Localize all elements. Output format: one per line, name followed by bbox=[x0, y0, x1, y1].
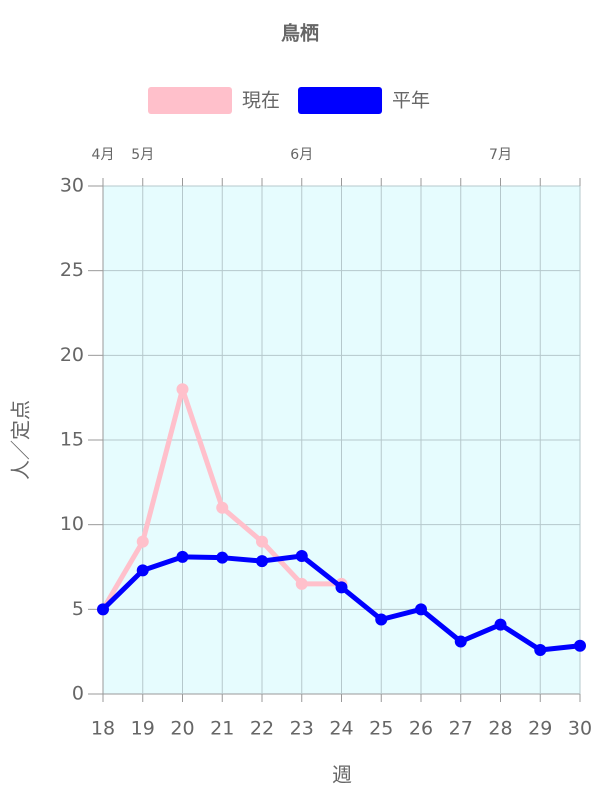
month-label: 5月 bbox=[131, 147, 154, 163]
y-tick-label: 0 bbox=[72, 683, 84, 705]
x-tick-label: 25 bbox=[369, 718, 393, 740]
data-point bbox=[136, 564, 149, 577]
data-point bbox=[216, 501, 229, 514]
data-point bbox=[97, 603, 109, 616]
x-tick-label: 30 bbox=[568, 718, 592, 740]
month-label: 4月 bbox=[92, 147, 115, 163]
data-point bbox=[295, 577, 308, 590]
x-tick-label: 23 bbox=[290, 718, 314, 740]
x-tick-label: 27 bbox=[449, 718, 473, 740]
y-tick-label: 5 bbox=[72, 598, 84, 620]
x-tick-label: 26 bbox=[409, 718, 433, 740]
data-point bbox=[216, 551, 229, 564]
x-tick-label: 29 bbox=[528, 718, 552, 740]
y-tick-label: 15 bbox=[60, 429, 84, 451]
x-tick-label: 21 bbox=[210, 718, 234, 740]
x-tick-label: 28 bbox=[488, 718, 512, 740]
data-point bbox=[494, 618, 507, 631]
data-point bbox=[335, 581, 348, 594]
month-label: 6月 bbox=[290, 147, 313, 163]
x-tick-label: 19 bbox=[131, 718, 155, 740]
month-label: 7月 bbox=[489, 147, 512, 163]
y-tick-label: 10 bbox=[60, 513, 84, 535]
data-point bbox=[176, 383, 189, 396]
y-tick-label: 25 bbox=[60, 259, 84, 281]
chart-title: 鳥栖 bbox=[281, 22, 319, 45]
legend-swatch bbox=[298, 87, 383, 114]
x-tick-label: 18 bbox=[91, 718, 115, 740]
data-point bbox=[375, 613, 388, 626]
y-tick-label: 30 bbox=[60, 175, 84, 197]
x-axis-title: 週 bbox=[332, 763, 352, 787]
x-tick-label: 22 bbox=[250, 718, 274, 740]
data-point bbox=[454, 635, 467, 648]
data-point bbox=[415, 603, 427, 616]
data-point bbox=[295, 549, 308, 562]
data-point bbox=[574, 639, 586, 652]
data-point bbox=[176, 550, 189, 563]
x-tick-label: 20 bbox=[170, 718, 194, 740]
legend-label: 現在 bbox=[242, 90, 280, 112]
data-point bbox=[256, 555, 268, 568]
y-tick-label: 20 bbox=[60, 344, 84, 366]
data-point bbox=[256, 535, 268, 548]
data-point bbox=[136, 535, 149, 548]
data-point bbox=[534, 643, 547, 656]
legend-swatch bbox=[148, 87, 232, 114]
x-tick-label: 24 bbox=[329, 718, 353, 740]
legend-label: 平年 bbox=[392, 90, 430, 112]
y-axis-title: 人／定点 bbox=[9, 400, 33, 480]
